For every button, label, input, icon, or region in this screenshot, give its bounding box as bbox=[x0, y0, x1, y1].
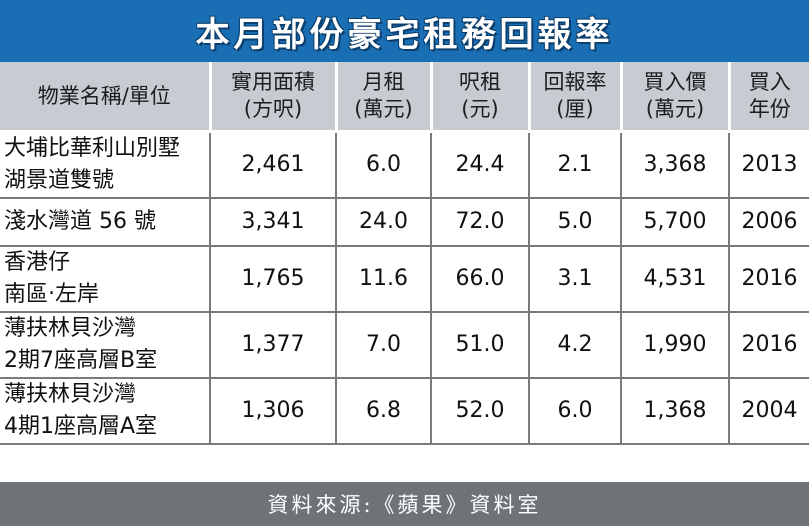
table-row: 薄扶林貝沙灣 4期1座高層A室 1,306 6.8 52.0 6.0 1,368… bbox=[0, 378, 809, 445]
table-row: 大埔比華利山別墅 湖景道雙號 2,461 6.0 24.4 2.1 3,368 … bbox=[0, 131, 809, 199]
cell-yield: 6.0 bbox=[529, 378, 622, 445]
cell-name-line: 南區‧左岸 bbox=[4, 282, 99, 307]
header-rent-per-sqft-unit: (元) bbox=[461, 97, 499, 121]
cell-rent-per-sqft: 66.0 bbox=[431, 246, 530, 313]
header-name: 物業名稱/單位 bbox=[0, 62, 212, 133]
cell-name: 大埔比華利山別墅 湖景道雙號 bbox=[0, 131, 211, 199]
header-row: 物業名稱/單位 實用面積 (方呎) 月租 (萬元) 呎租 (元) 回報率 (厘) bbox=[0, 62, 809, 133]
cell-yield: 3.1 bbox=[529, 246, 622, 313]
header-price-label: 買入價 bbox=[643, 70, 707, 94]
cell-name: 薄扶林貝沙灣 4期1座高層A室 bbox=[0, 378, 211, 445]
table-row: 薄扶林貝沙灣 2期7座高層B室 1,377 7.0 51.0 4.2 1,990… bbox=[0, 312, 809, 379]
cell-rent: 11.6 bbox=[336, 246, 432, 313]
cell-rent-per-sqft: 72.0 bbox=[431, 198, 530, 247]
cell-name-line: 4期1座高層A室 bbox=[4, 414, 158, 439]
cell-price: 4,531 bbox=[621, 246, 730, 313]
cell-year: 2016 bbox=[729, 246, 809, 313]
cell-name-line: 2期7座高層B室 bbox=[4, 348, 158, 373]
header-rent-label: 月租 bbox=[362, 70, 405, 94]
cell-name-line: 香港仔 bbox=[4, 250, 71, 275]
header-rent-per-sqft: 呎租 (元) bbox=[431, 62, 531, 133]
cell-rent-per-sqft: 52.0 bbox=[431, 378, 530, 445]
cell-rent-per-sqft: 51.0 bbox=[431, 312, 530, 379]
header-price-unit: (萬元) bbox=[645, 97, 705, 121]
source-footer: 資料來源:《蘋果》資料室 bbox=[0, 482, 809, 526]
header-year-unit: 年份 bbox=[748, 97, 791, 121]
header-yield-unit: (厘) bbox=[556, 97, 594, 121]
header-rent-unit: (萬元) bbox=[354, 97, 413, 121]
cell-price: 3,368 bbox=[621, 131, 730, 199]
cell-name: 淺水灣道 56 號 bbox=[0, 198, 211, 247]
header-area-unit: (方呎) bbox=[243, 97, 303, 121]
cell-area: 1,765 bbox=[210, 246, 337, 313]
cell-price: 1,990 bbox=[621, 312, 730, 379]
cell-name-line: 薄扶林貝沙灣 bbox=[4, 382, 137, 407]
table-row: 淺水灣道 56 號 3,341 24.0 72.0 5.0 5,700 2006 bbox=[0, 198, 809, 247]
cell-name: 薄扶林貝沙灣 2期7座高層B室 bbox=[0, 312, 211, 379]
cell-year: 2016 bbox=[729, 312, 809, 379]
header-rent-per-sqft-label: 呎租 bbox=[459, 70, 501, 94]
data-table: 物業名稱/單位 實用面積 (方呎) 月租 (萬元) 呎租 (元) 回報率 (厘) bbox=[0, 62, 809, 445]
cell-area: 1,377 bbox=[210, 312, 337, 379]
cell-name-line: 薄扶林貝沙灣 bbox=[4, 316, 137, 341]
cell-rent: 6.8 bbox=[336, 378, 432, 445]
cell-name-line: 淺水灣道 56 號 bbox=[4, 209, 156, 234]
cell-name: 香港仔 南區‧左岸 bbox=[0, 246, 211, 313]
cell-rent: 6.0 bbox=[336, 131, 432, 199]
header-yield-label: 回報率 bbox=[543, 70, 607, 94]
header-year: 買入 年份 bbox=[729, 62, 809, 133]
cell-price: 5,700 bbox=[621, 198, 730, 247]
cell-area: 3,341 bbox=[210, 198, 337, 247]
cell-rent-per-sqft: 24.4 bbox=[431, 131, 530, 199]
cell-yield: 5.0 bbox=[529, 198, 622, 247]
cell-name-line: 大埔比華利山別墅 bbox=[4, 136, 181, 161]
cell-year: 2006 bbox=[729, 198, 809, 247]
cell-yield: 4.2 bbox=[529, 312, 622, 379]
cell-name-line: 湖景道雙號 bbox=[4, 168, 115, 193]
cell-rent: 7.0 bbox=[336, 312, 432, 379]
header-name-label: 物業名稱/單位 bbox=[37, 83, 171, 108]
header-rent: 月租 (萬元) bbox=[336, 62, 433, 133]
cell-price: 1,368 bbox=[621, 378, 730, 445]
header-yield: 回報率 (厘) bbox=[529, 62, 623, 133]
table-row: 香港仔 南區‧左岸 1,765 11.6 66.0 3.1 4,531 2016 bbox=[0, 246, 809, 313]
source-note: 資料來源:《蘋果》資料室 bbox=[267, 493, 542, 517]
header-price: 買入價 (萬元) bbox=[621, 62, 731, 133]
cell-area: 1,306 bbox=[210, 378, 337, 445]
header-area-label: 實用面積 bbox=[231, 70, 315, 94]
table-title: 本月部份豪宅租務回報率 bbox=[195, 14, 614, 55]
header-area: 實用面積 (方呎) bbox=[210, 62, 338, 133]
cell-year: 2004 bbox=[729, 378, 809, 445]
header-year-label: 買入 bbox=[748, 70, 791, 94]
cell-rent: 24.0 bbox=[336, 198, 432, 247]
cell-area: 2,461 bbox=[210, 131, 337, 199]
cell-year: 2013 bbox=[729, 131, 809, 199]
cell-yield: 2.1 bbox=[529, 131, 622, 199]
title-bar: 本月部份豪宅租務回報率 bbox=[0, 0, 809, 62]
